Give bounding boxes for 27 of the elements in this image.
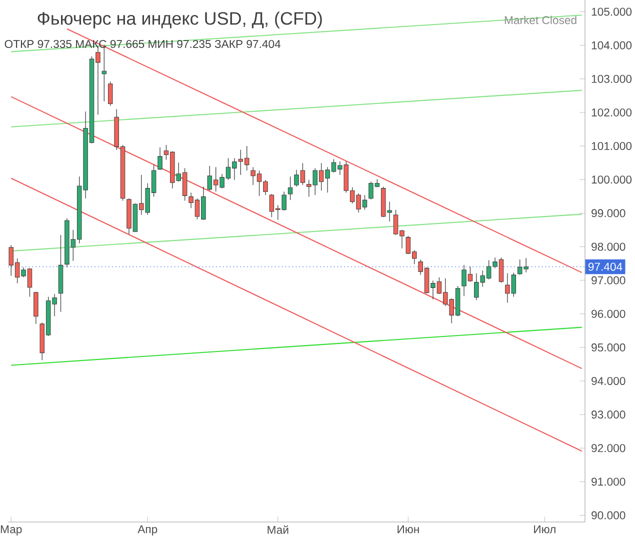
y-tick-label: 95.000 (592, 343, 626, 352)
y-tick-label: 91.000 (592, 478, 626, 486)
y-tick-label: 104.000 (592, 41, 632, 50)
y-tick-label: 92.000 (592, 444, 626, 452)
y-tick-label: 98.000 (592, 242, 626, 251)
y-tick-label: 97.000 (592, 276, 626, 284)
x-tick-label: Апр (138, 525, 158, 536)
x-tick-label: Мар (0, 525, 22, 536)
candlestick (108, 81, 113, 106)
ref-line-label: 97.404 (588, 262, 622, 271)
candlestick (288, 176, 293, 200)
y-tick-label: 99.000 (592, 209, 626, 218)
y-tick-label: 102.000 (592, 108, 632, 116)
x-tick-label: Июл (534, 525, 556, 534)
y-tick-label: 100.000 (592, 176, 632, 184)
candlestick (34, 291, 38, 324)
y-tick-label: 93.000 (592, 410, 626, 419)
x-tick-label: Июн (398, 525, 419, 534)
y-tick-label: 105.000 (592, 8, 632, 16)
y-tick-label: 103.000 (592, 74, 632, 83)
y-tick-label: 101.000 (592, 142, 632, 150)
text: Фьючерс на индекс USD, Д, (CFD) (38, 12, 322, 28)
x-tick-label: Май (268, 525, 288, 534)
y-tick-label: 90.000 (592, 511, 626, 520)
y-tick-label: 96.000 (592, 310, 626, 318)
candlestick (158, 147, 162, 170)
y-tick-label: 94.000 (592, 376, 626, 385)
